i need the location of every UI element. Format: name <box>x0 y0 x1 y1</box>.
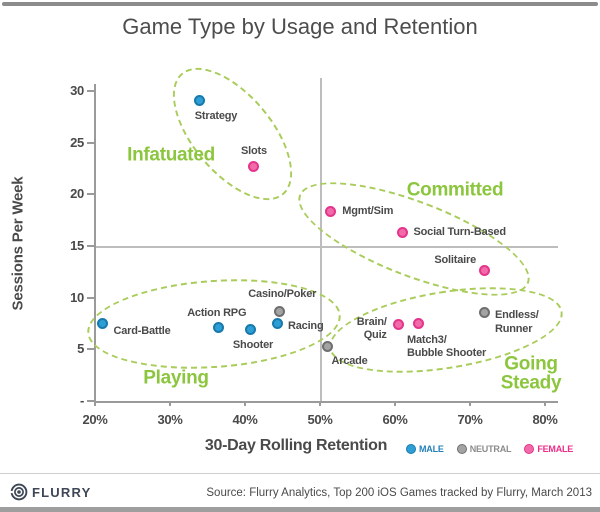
x-tick-label: 70% <box>457 412 483 427</box>
bottom-border-bar <box>0 507 600 512</box>
plot-area: 30 25 20 15 10 5 - 20% 30% 40% 50% 60% 70% 80% Infatua… <box>70 47 569 427</box>
quadrant-divider-vertical <box>320 78 322 401</box>
x-tick-label: 40% <box>232 412 258 427</box>
footer-divider <box>0 473 600 474</box>
x-axis-line <box>94 401 558 403</box>
data-point-dot <box>212 321 224 333</box>
legend-item-neutral: NEUTRAL <box>456 444 512 454</box>
data-point-label: Match3/ Bubble Shooter <box>407 333 487 360</box>
data-point-dot <box>274 306 286 318</box>
y-tick-mark <box>87 141 94 144</box>
y-tick-label: 15 <box>70 238 84 253</box>
cluster-label-playing: Playing <box>143 367 209 389</box>
data-point-label: Arcade <box>331 355 368 368</box>
legend-dot-neutral <box>456 444 467 454</box>
x-tick-label: 20% <box>82 412 108 427</box>
x-axis-title: 30-Day Rolling Retention <box>204 437 388 454</box>
data-point-label: Slots <box>241 145 267 158</box>
data-point-dot <box>245 323 256 335</box>
legend-dot-female <box>524 444 535 454</box>
data-point-label: Action RPG <box>187 306 247 319</box>
data-point-label: Endless/ Runner <box>495 309 539 335</box>
y-tick-mark <box>87 400 94 402</box>
data-point-dot <box>321 341 333 353</box>
y-axis-line <box>94 84 96 402</box>
data-point-label: Shooter <box>232 338 274 351</box>
y-tick-label: - <box>79 393 84 408</box>
data-point-label: Mgmt/Sim <box>342 204 394 217</box>
data-point-dot <box>194 95 205 107</box>
data-point-dot <box>479 307 490 319</box>
legend-item-male: MALE <box>406 444 444 454</box>
x-tick-mark <box>94 402 96 406</box>
y-tick-label: 30 <box>70 83 84 98</box>
data-point-label: Solitaire <box>434 253 476 266</box>
data-point-dot <box>248 161 259 173</box>
data-point-label: Strategy <box>194 110 238 123</box>
x-tick-mark <box>169 402 171 406</box>
cluster-ellipse-infatuated <box>150 47 314 221</box>
data-point-dot <box>272 317 283 329</box>
y-axis-title: Sessions Per Week <box>9 176 27 311</box>
x-tick-mark <box>469 402 471 406</box>
data-point-dot <box>396 226 408 238</box>
x-tick-mark <box>394 402 396 406</box>
cluster-label-going-steady: Going Steady <box>500 353 562 394</box>
footer: FLURRY Source: Flurry Analytics, Top 200… <box>0 479 600 507</box>
y-tick-mark <box>87 245 94 247</box>
y-tick-mark <box>87 348 94 351</box>
x-tick-label: 50% <box>307 412 333 427</box>
flurry-logo: FLURRY <box>10 483 91 501</box>
legend-item-female: FEMALE <box>524 444 573 454</box>
flurry-logo-icon <box>10 483 28 501</box>
data-point-label: Racing <box>288 319 324 332</box>
data-point-dot <box>325 205 337 217</box>
chart-title: Game Type by Usage and Retention <box>122 14 478 39</box>
data-point-dot <box>413 317 424 329</box>
data-point-dot <box>392 318 404 330</box>
data-point-label: Casino/Poker <box>248 288 317 301</box>
data-point-label: Card-Battle <box>113 324 171 337</box>
flurry-logo-text: FLURRY <box>32 484 92 500</box>
cluster-label-committed: Committed <box>406 179 504 201</box>
legend: MALE NEUTRAL FEMALE <box>406 444 573 454</box>
legend-label-neutral: NEUTRAL <box>469 444 512 454</box>
y-tick-label: 5 <box>77 341 84 357</box>
y-tick-mark <box>87 90 94 92</box>
y-tick-mark <box>87 296 94 299</box>
x-tick-label: 80% <box>532 412 558 427</box>
x-tick-mark <box>544 402 546 406</box>
quadrant-divider-horizontal <box>94 246 558 248</box>
data-point-label: Brain/ Quiz <box>356 315 387 342</box>
data-point-dot <box>479 264 490 276</box>
data-point-label: Social Turn-Based <box>413 225 507 238</box>
y-tick-mark <box>87 193 94 196</box>
legend-label-male: MALE <box>419 444 444 454</box>
y-tick-label: 25 <box>70 134 84 150</box>
y-tick-label: 10 <box>70 289 84 305</box>
cluster-label-infatuated: Infatuated <box>127 144 215 166</box>
x-tick-label: 30% <box>157 412 183 427</box>
legend-dot-male <box>406 444 416 454</box>
source-attribution: Source: Flurry Analytics, Top 200 iOS Ga… <box>206 487 592 499</box>
x-tick-mark <box>319 402 321 406</box>
y-tick-label: 20 <box>70 186 84 202</box>
data-point-dot <box>96 317 108 329</box>
top-border-bar <box>2 2 598 6</box>
x-tick-mark <box>244 402 246 406</box>
x-tick-label: 60% <box>382 412 408 427</box>
legend-label-female: FEMALE <box>537 444 574 454</box>
